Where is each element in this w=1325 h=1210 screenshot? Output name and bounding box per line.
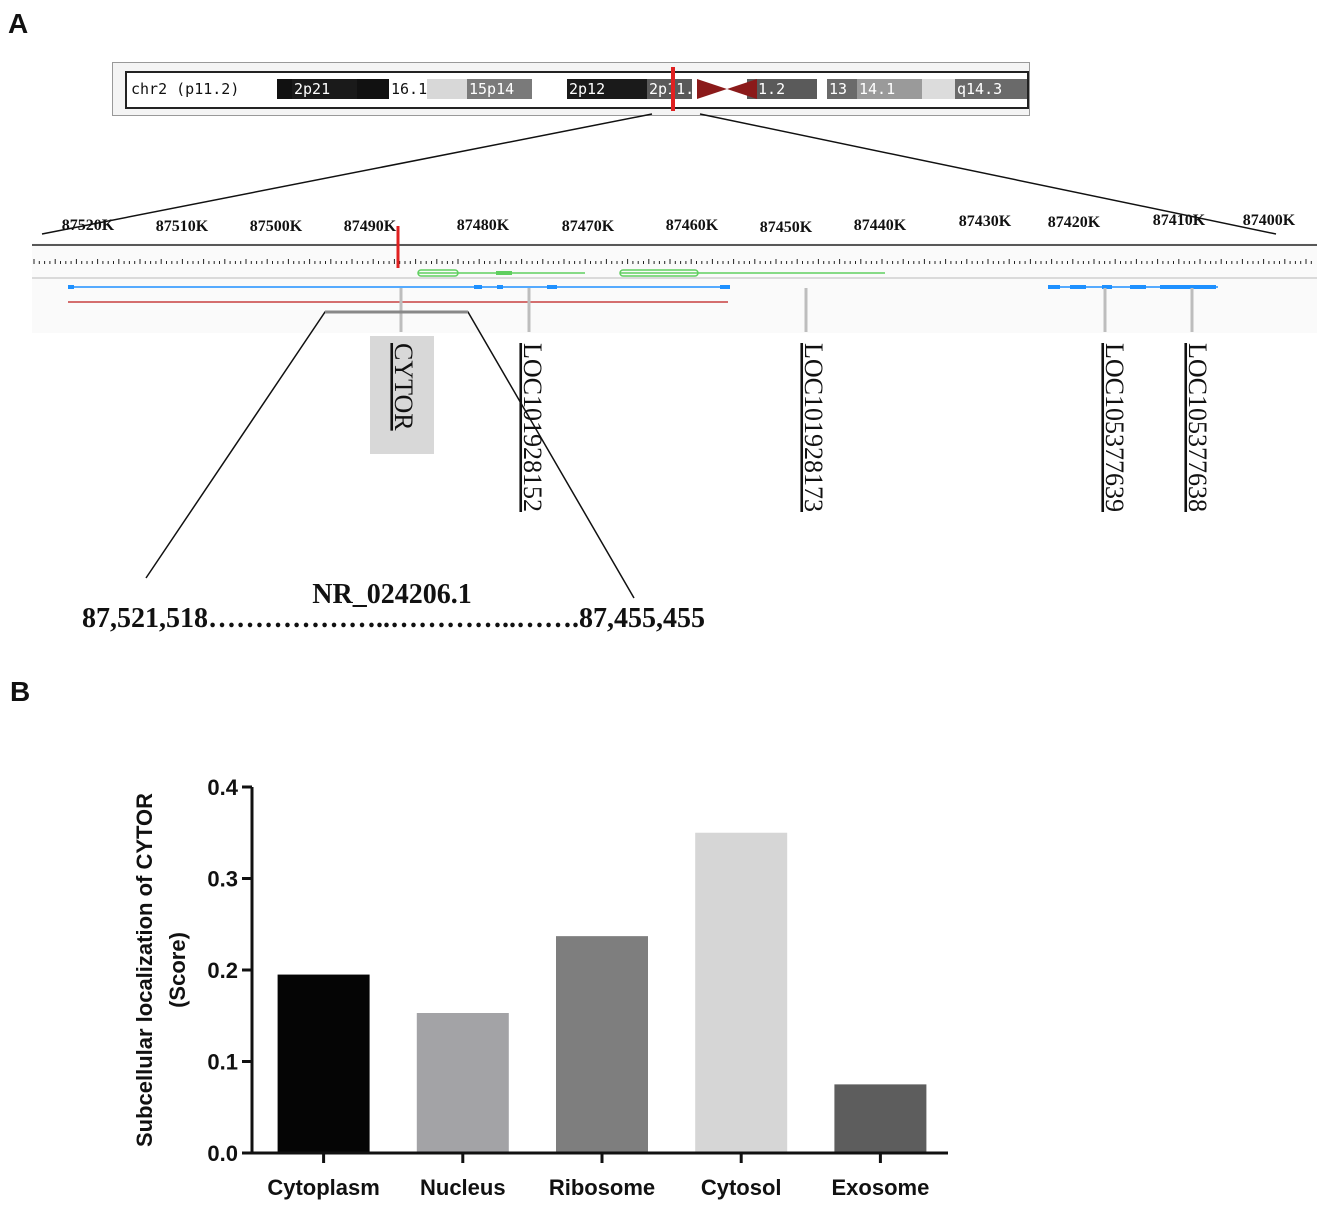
band-label: 16.1 <box>391 80 428 98</box>
chromosome-band <box>857 79 922 99</box>
gene-label: LOC105377639 <box>1100 343 1129 512</box>
green-exon <box>496 271 512 275</box>
x-tick-label: Cytosol <box>701 1175 782 1200</box>
chromosome-band <box>292 79 357 99</box>
band-label: 15p14 <box>469 80 515 98</box>
panel-a-label: A <box>8 8 29 39</box>
ruler-tick-label: 87400K <box>1243 212 1296 229</box>
y-tick-label: 0.3 <box>207 867 238 892</box>
band-label: 13 <box>829 80 848 98</box>
y-tick-label: 0.0 <box>207 1141 238 1166</box>
green-exon <box>619 269 699 277</box>
bar-cytoplasm <box>277 974 370 1152</box>
blue-exon <box>1168 285 1216 289</box>
y-tick-label: 0.4 <box>207 775 238 800</box>
chromosome-band <box>747 79 817 99</box>
chromosome-name: chr2 (p11.2) <box>131 80 240 98</box>
y-axis-subtitle: (Score) <box>165 932 190 1008</box>
blue-exon <box>720 285 730 289</box>
ruler-tick-label: 87510K <box>156 218 209 235</box>
ruler-tick-label: 87470K <box>562 218 615 235</box>
band-label: 2p11.2 <box>649 80 704 98</box>
chromosome-band <box>389 79 427 99</box>
chromosome-band <box>567 79 647 99</box>
bar-nucleus <box>416 1013 509 1152</box>
coordinate-range: 87,521,518………………..…………..…….87,455,455 <box>82 603 705 634</box>
band-label: 2p12 <box>569 80 606 98</box>
y-axis-title: Subcellular localization of CYTOR <box>132 793 157 1147</box>
ruler-tick-label: 87420K <box>1048 214 1101 231</box>
ruler-tick-label: 87450K <box>760 219 813 236</box>
zoom-line-left <box>41 113 653 235</box>
blue-exon <box>497 285 503 289</box>
gene-label: LOC101928152 <box>518 343 547 512</box>
bar-cytosol <box>695 832 788 1152</box>
band-fill <box>532 79 567 99</box>
y-tick-label: 0.2 <box>207 958 238 983</box>
ruler-tick-label: 87490K <box>344 218 397 235</box>
blue-exon <box>474 285 482 289</box>
blue-exon <box>1070 285 1086 289</box>
blue-exon <box>547 285 557 289</box>
cytor-highlight-box <box>370 336 434 454</box>
chromosome-band <box>467 79 532 99</box>
panel-b-label: B <box>10 676 31 707</box>
blue-exon <box>1160 285 1168 289</box>
blue-exon <box>68 285 74 289</box>
bar-ribosome <box>556 936 648 1152</box>
chromosome-ideogram: chr2 (p11.2) 2p21 16.1 15p14 2p12 2p11.2 11.2… <box>112 62 1030 116</box>
band-label: 11.2 <box>749 80 786 98</box>
band-label: 14.1 <box>859 80 896 98</box>
chromosome-band <box>647 79 692 99</box>
band-label: 2p21 <box>294 80 331 98</box>
x-tick-label: Exosome <box>831 1175 929 1200</box>
ruler-scale <box>33 259 1312 264</box>
x-tick-label: Ribosome <box>549 1175 655 1200</box>
band-label: q14.3 <box>957 80 1003 98</box>
position-marker <box>671 67 675 111</box>
chromosome-band <box>827 79 857 99</box>
blue-exon <box>1048 285 1060 289</box>
ruler-tick-label: 87500K <box>250 218 303 235</box>
blue-exon <box>1102 285 1112 289</box>
gene-label: LOC105377638 <box>1183 343 1212 512</box>
band-fill <box>427 79 467 99</box>
transcript-id: NR_024206.1 <box>312 579 471 610</box>
blue-exon <box>1130 285 1146 289</box>
ideogram-track: chr2 (p11.2) 2p21 16.1 15p14 2p12 2p11.2 11.2… <box>125 67 1029 111</box>
gene-label: LOC101928173 <box>799 343 828 512</box>
x-tick-label: Cytoplasm <box>267 1175 379 1200</box>
chromosome-band <box>955 79 1027 99</box>
green-exon <box>417 269 459 277</box>
ruler-tick-label: 87460K <box>666 217 719 234</box>
band-fill <box>922 79 955 99</box>
bar-exosome <box>834 1084 927 1152</box>
ruler-tick-label: 87520K <box>62 217 115 234</box>
zoom-line-right <box>699 113 1277 235</box>
ruler-tick-label: 87410K <box>1153 212 1206 229</box>
ruler-tick-label: 87480K <box>457 217 510 234</box>
ruler-tick-label: 87430K <box>959 213 1012 230</box>
gene-track-figure: 87520K 87510K 87500K 87490K 87480K 87470K 8746… <box>32 113 1317 634</box>
x-tick-label: Nucleus <box>420 1175 506 1200</box>
y-tick-label: 0.1 <box>207 1050 238 1075</box>
gene-label: CYTOR <box>389 343 418 431</box>
ruler-tick-label: 87440K <box>854 217 907 234</box>
